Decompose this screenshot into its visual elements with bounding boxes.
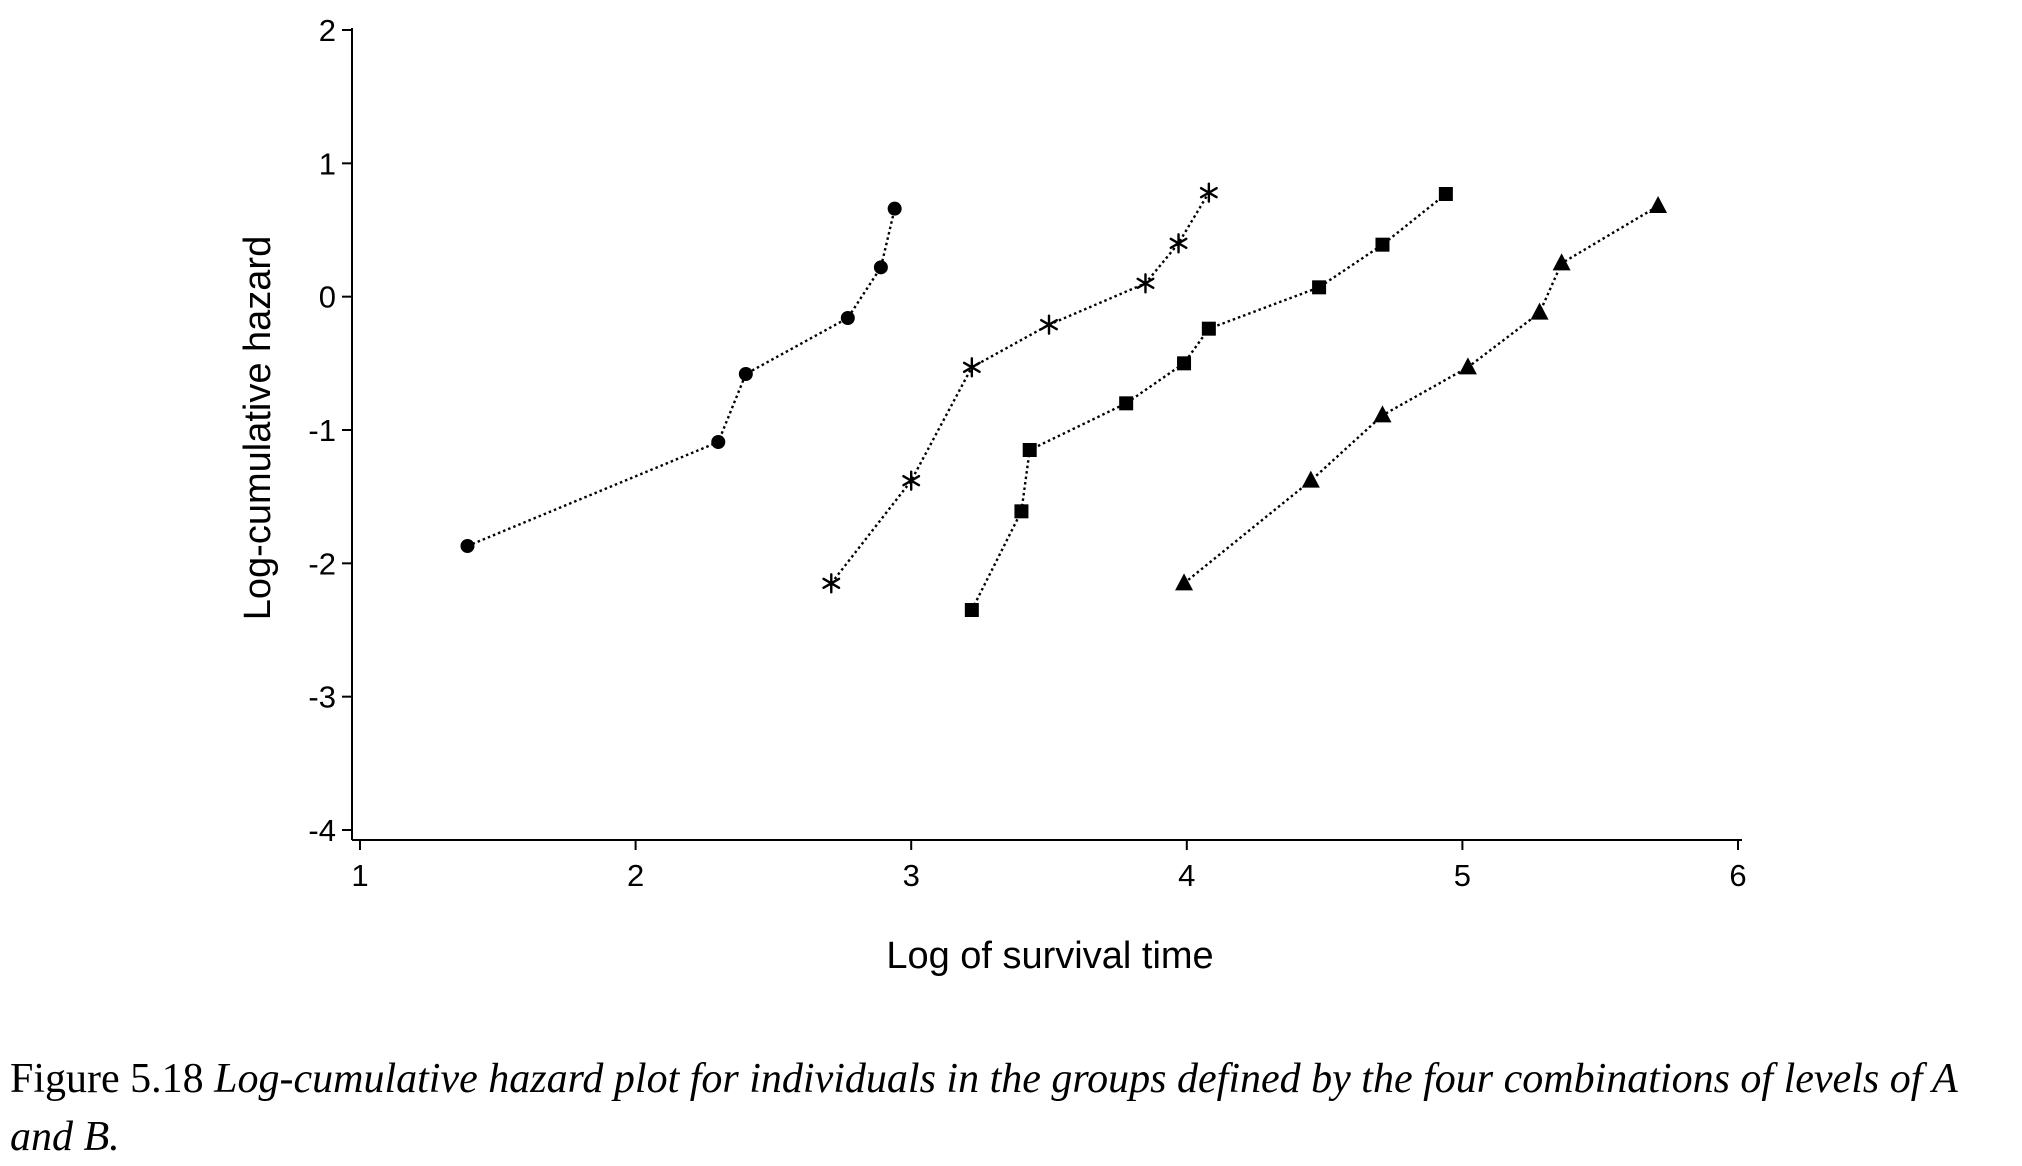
x-axis-title: Log of survival time	[886, 935, 1213, 977]
data-point-asterisk	[822, 573, 841, 594]
y-axis-title: Log-cumulative hazard	[237, 236, 279, 620]
x-tick-label: 3	[903, 858, 920, 893]
data-point-circle	[840, 311, 855, 325]
data-point-triangle	[1175, 573, 1194, 591]
y-tick-label: -3	[308, 680, 336, 715]
asterisk-stroke	[822, 577, 841, 590]
data-point-asterisk	[1040, 314, 1058, 335]
asterisk-stroke	[1169, 237, 1188, 250]
log-cumulative-hazard-chart: 2 1 0 -1 -2 -3 -4 1 2 3 4 5 6 Log of survival time L…	[237, 13, 1747, 977]
data-point-square	[1022, 443, 1037, 457]
data-point-square	[1375, 237, 1390, 252]
data-point-square	[1201, 321, 1216, 336]
x-tick-label: 1	[351, 858, 368, 893]
series-layer	[460, 182, 1668, 617]
data-point-circle	[711, 435, 726, 449]
x-tick-label: 5	[1454, 858, 1471, 893]
data-point-asterisk	[962, 357, 981, 378]
y-tick-label: 1	[319, 146, 336, 181]
data-point-circle	[738, 367, 753, 381]
series-line	[1183, 204, 1659, 585]
data-point-triangle	[1373, 405, 1392, 423]
data-point-triangle	[1649, 196, 1668, 213]
data-point-triangle	[1301, 470, 1320, 488]
x-tick-label: 6	[1729, 858, 1746, 893]
series-line	[830, 192, 1210, 585]
data-point-asterisk	[902, 470, 921, 491]
asterisk-stroke	[902, 474, 921, 487]
data-point-square	[1312, 280, 1327, 295]
series-asterisk	[822, 182, 1218, 594]
series-line	[970, 193, 1447, 611]
figure-caption: Figure 5.18 Log-cumulative hazard plot f…	[10, 1050, 2015, 1166]
y-tick-label: -1	[308, 413, 336, 448]
series-square	[964, 187, 1453, 617]
figure-number: Figure 5.18	[10, 1056, 204, 1102]
data-point-square	[1438, 187, 1453, 201]
data-point-triangle	[1552, 253, 1571, 271]
data-point-square	[1014, 504, 1029, 519]
series-line	[467, 208, 896, 548]
asterisk-stroke	[1040, 318, 1058, 331]
axes: 2 1 0 -1 -2 -3 -4 1 2 3 4 5 6	[308, 13, 1746, 893]
data-point-square	[1177, 356, 1192, 371]
data-point-asterisk	[1136, 273, 1155, 294]
y-tick-label: 2	[319, 13, 336, 48]
series-triangle	[1175, 196, 1668, 591]
y-tick-label: 0	[319, 280, 336, 315]
x-tick-label: 4	[1178, 858, 1195, 893]
data-point-square	[1119, 396, 1134, 411]
data-point-circle	[460, 539, 475, 553]
data-point-circle	[887, 201, 902, 216]
asterisk-stroke	[962, 361, 981, 374]
figure-caption-text: Log-cumulative hazard plot for individua…	[10, 1056, 1958, 1160]
data-point-asterisk	[1169, 233, 1188, 254]
data-point-triangle	[1458, 357, 1477, 375]
y-tick-label: -2	[308, 546, 336, 581]
data-point-triangle	[1530, 302, 1549, 320]
y-tick-label: -4	[308, 813, 336, 848]
data-point-circle	[873, 260, 888, 275]
x-tick-label: 2	[627, 858, 644, 893]
data-point-asterisk	[1199, 182, 1218, 203]
asterisk-stroke	[1136, 277, 1155, 290]
asterisk-stroke	[1199, 186, 1218, 199]
series-circle	[460, 201, 902, 553]
data-point-square	[964, 603, 979, 617]
